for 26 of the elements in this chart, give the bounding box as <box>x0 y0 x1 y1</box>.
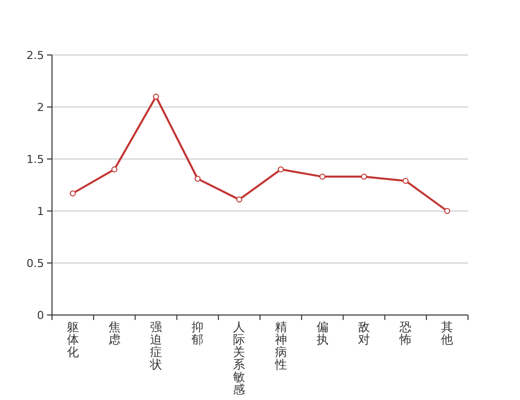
point <box>194 176 201 182</box>
x-tick-label: 恐怖 <box>398 320 412 346</box>
x-tick-label: 偏执 <box>316 320 328 346</box>
y-tick-label: 0.5 <box>26 257 44 270</box>
x-tick-label: 其他 <box>441 320 454 346</box>
point <box>153 94 159 100</box>
x-tick-label: 躯体化 <box>66 320 79 359</box>
point <box>236 196 242 203</box>
point <box>402 178 409 184</box>
x-tick-label: 人际关系敏感 <box>233 320 246 396</box>
x-tick-label: 敌对 <box>358 320 370 346</box>
point <box>444 208 450 214</box>
y-tick-label: 0 <box>37 309 44 322</box>
y-tick-label: 1 <box>37 205 44 218</box>
y-tick-label: 2.5 <box>26 49 44 62</box>
x-tick-label: 精神病性 <box>274 320 287 372</box>
point <box>278 166 284 172</box>
x-tick-label: 抑郁 <box>192 320 204 346</box>
x-tick-label: 强迫症状 <box>149 320 162 372</box>
y-tick-label: 2 <box>37 101 44 114</box>
x-tick-label: 焦虑 <box>108 320 120 346</box>
point <box>70 190 76 196</box>
y-tick-label: 1.5 <box>26 153 44 166</box>
point <box>319 174 326 180</box>
point <box>111 166 118 172</box>
point <box>361 174 367 180</box>
